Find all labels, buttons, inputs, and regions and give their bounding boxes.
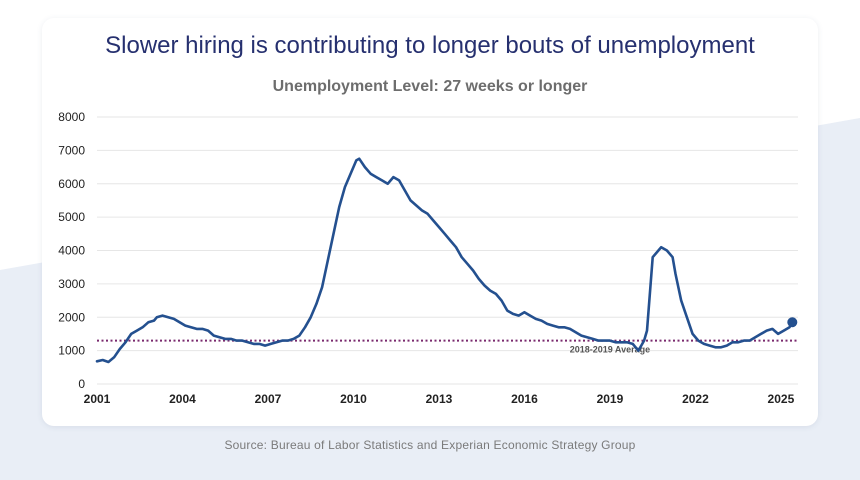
x-tick-label-2010: 2010 — [340, 392, 367, 406]
x-tick-label-2001: 2001 — [84, 392, 111, 406]
x-tick-label-2022: 2022 — [682, 392, 709, 406]
chart-title: Unemployment Level: 27 weeks or longer — [272, 78, 588, 95]
x-tick-label-2013: 2013 — [426, 392, 453, 406]
x-tick-label-2019: 2019 — [597, 392, 624, 406]
x-tick-label-2025: 2025 — [768, 392, 795, 406]
y-tick-label-0: 0 — [78, 377, 85, 391]
y-tick-label-6000: 6000 — [58, 177, 85, 191]
x-tick-label-2016: 2016 — [511, 392, 538, 406]
y-tick-label-7000: 7000 — [58, 143, 85, 157]
y-tick-label-2000: 2000 — [58, 310, 85, 324]
y-tick-label-3000: 3000 — [58, 277, 85, 291]
x-tick-label-2004: 2004 — [169, 392, 196, 406]
series-end-marker — [787, 317, 798, 328]
source-note: Source: Bureau of Labor Statistics and E… — [224, 438, 636, 452]
chart-card: Slower hiring is contributing to longer … — [42, 18, 818, 426]
y-tick-label-8000: 8000 — [58, 110, 85, 124]
y-tick-label-5000: 5000 — [58, 210, 85, 224]
y-tick-label-1000: 1000 — [58, 344, 85, 358]
series-line-long-term-unemployment — [95, 157, 794, 364]
line-chart: 0 1000 2000 3000 4000 5000 6000 7000 8000 2001 200… — [58, 110, 798, 406]
x-tick-label-2007: 2007 — [255, 392, 282, 406]
y-tick-label-4000: 4000 — [58, 244, 85, 258]
average-reference-label: 2018-2019 Average — [570, 345, 650, 355]
page-title: Slower hiring is contributing to longer … — [105, 32, 755, 59]
